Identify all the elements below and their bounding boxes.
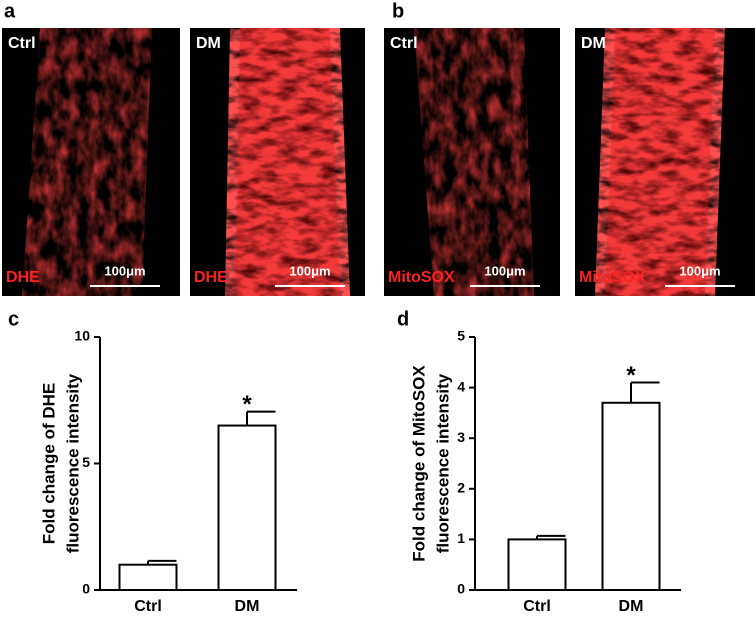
bar bbox=[601, 401, 661, 591]
stain-label: MitoSOX bbox=[579, 269, 646, 286]
scale-label: 100μm bbox=[289, 263, 330, 278]
micrograph-glow bbox=[235, 28, 340, 296]
micrograph-tissue bbox=[22, 28, 152, 296]
condition-label: DM bbox=[581, 35, 606, 52]
stain-label: DHE bbox=[6, 269, 40, 286]
y-axis-label: fluorescence intensity bbox=[63, 373, 82, 553]
condition-label: DM bbox=[196, 35, 221, 52]
y-tick-label: 0 bbox=[82, 581, 90, 597]
micrograph-glow bbox=[605, 28, 715, 296]
x-tick-label: Ctrl bbox=[134, 598, 162, 615]
bar bbox=[217, 424, 277, 591]
stain-label: MitoSOX bbox=[388, 269, 455, 286]
significance-mark: * bbox=[242, 391, 252, 418]
condition-label: Ctrl bbox=[390, 35, 418, 52]
micrograph-tissue bbox=[414, 28, 534, 296]
y-tick-label: 10 bbox=[74, 328, 90, 344]
micrograph-tissue bbox=[595, 28, 725, 296]
y-tick-label: 2 bbox=[457, 480, 465, 496]
y-tick-label: 5 bbox=[457, 328, 465, 344]
significance-mark: * bbox=[626, 362, 636, 389]
y-tick-label: 5 bbox=[82, 454, 90, 470]
panel-letter: d bbox=[397, 308, 409, 330]
y-tick-label: 0 bbox=[457, 581, 465, 597]
x-tick-label: DM bbox=[619, 598, 644, 615]
y-axis-label: fluorescence intensity bbox=[433, 373, 452, 553]
y-axis-label: Fold change of DHE bbox=[39, 383, 58, 545]
y-axis-label: Fold change of MitoSOX bbox=[409, 365, 428, 562]
y-tick-label: 1 bbox=[457, 530, 465, 546]
scale-label: 100μm bbox=[679, 263, 720, 278]
x-tick-label: DM bbox=[235, 598, 260, 615]
scale-label: 100μm bbox=[484, 263, 525, 278]
scale-label: 100μm bbox=[104, 263, 145, 278]
stain-label: DHE bbox=[194, 269, 228, 286]
x-tick-label: Ctrl bbox=[523, 598, 551, 615]
y-tick-label: 4 bbox=[457, 378, 465, 394]
panel-letter: c bbox=[8, 308, 19, 330]
condition-label: Ctrl bbox=[8, 35, 36, 52]
y-tick-label: 3 bbox=[457, 429, 465, 445]
panel-letter: a bbox=[4, 0, 16, 22]
bar bbox=[118, 563, 178, 592]
panel-letter: b bbox=[392, 0, 404, 22]
bar bbox=[507, 538, 567, 592]
micrograph-tissue bbox=[225, 28, 350, 296]
